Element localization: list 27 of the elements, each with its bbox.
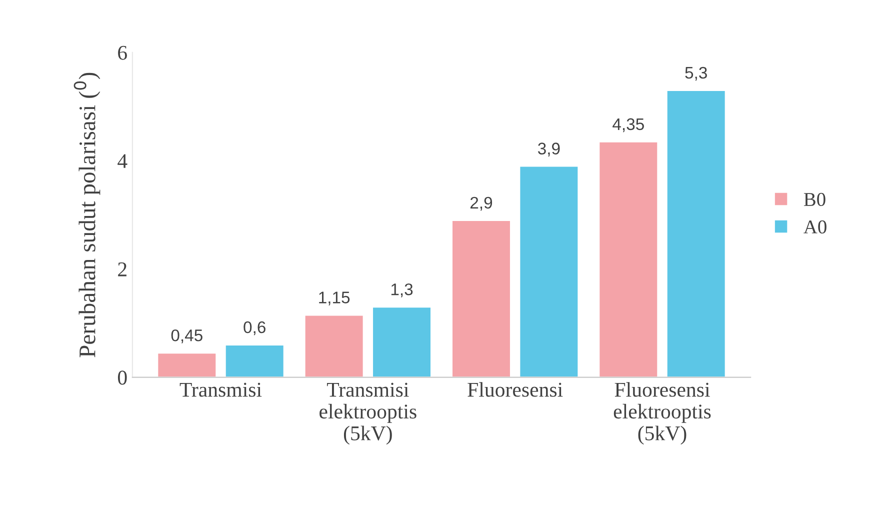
bar bbox=[666, 90, 726, 378]
y-tick-label: 0 bbox=[118, 370, 127, 385]
bar bbox=[518, 165, 580, 378]
data-label: 3,9 bbox=[538, 142, 560, 156]
y-tick-label: 2 bbox=[118, 262, 126, 276]
x-tick-label: Transmisi elektrooptis (5kV) bbox=[320, 382, 416, 445]
bar bbox=[598, 141, 659, 378]
bar bbox=[156, 352, 218, 378]
y-tick-label: 6 bbox=[118, 46, 127, 60]
y-axis-title: Perubahan sudut polarisasi ($^{0}$) bbox=[74, 72, 100, 358]
data-label: 1,15 bbox=[319, 292, 350, 306]
data-label: 4,35 bbox=[612, 118, 644, 132]
bar bbox=[304, 314, 364, 378]
y-tick-label: 4 bbox=[118, 154, 128, 168]
data-label: 0,6 bbox=[244, 321, 266, 336]
x-tick-label: Fluoresensi bbox=[468, 382, 563, 397]
data-label: 5,3 bbox=[685, 66, 707, 81]
data-label: 1,3 bbox=[391, 283, 413, 298]
bar bbox=[372, 306, 432, 378]
x-tick-label: Fluoresensi elektrooptis (5kV) bbox=[614, 382, 711, 445]
legend-label: A0 bbox=[804, 220, 826, 234]
legend-label: B0 bbox=[804, 192, 826, 206]
data-label: 2,9 bbox=[470, 196, 492, 211]
bar bbox=[224, 344, 285, 378]
data-label: 0,45 bbox=[171, 329, 202, 344]
bar bbox=[451, 220, 512, 378]
x-tick-label: Transmisi bbox=[180, 382, 262, 397]
